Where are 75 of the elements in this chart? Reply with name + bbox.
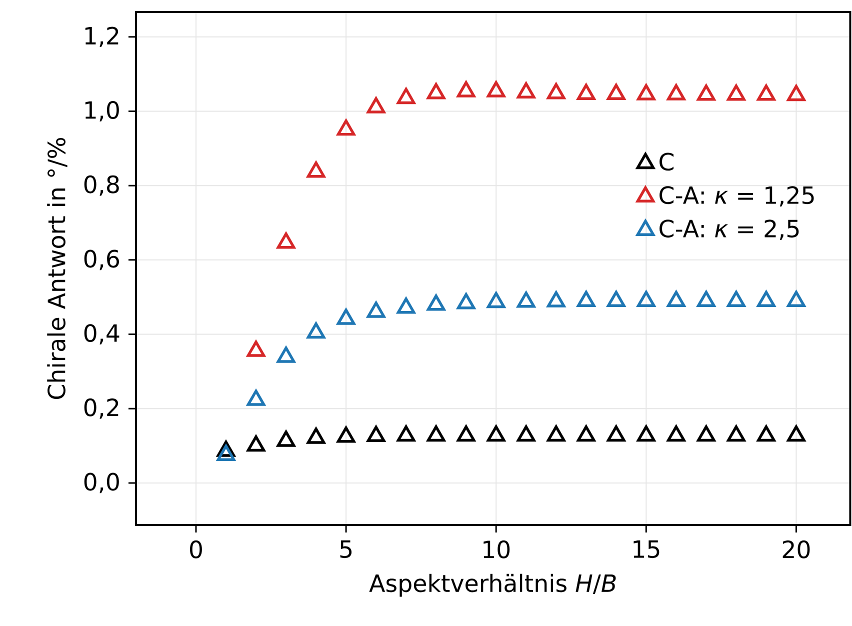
point [727, 290, 746, 308]
point [637, 84, 656, 100]
point [606, 290, 626, 308]
point [396, 298, 416, 314]
point [426, 294, 446, 311]
point [516, 425, 536, 442]
point [396, 425, 416, 442]
point [697, 84, 716, 101]
point [396, 88, 416, 104]
point [787, 84, 806, 102]
legend-label: C-A: κ = 2,5 [660, 220, 799, 240]
x-tick-label: 20 [782, 540, 810, 558]
point [366, 97, 386, 114]
point [456, 293, 476, 310]
y-tick-label: 1,0 [85, 101, 119, 122]
point [757, 84, 776, 101]
point [456, 81, 476, 98]
y-tick-label: 0,4 [84, 324, 120, 344]
y-tick-label: 1,2 [85, 26, 118, 48]
point [757, 290, 776, 308]
point [667, 290, 686, 308]
point [576, 425, 596, 442]
x-tick-label: 5 [340, 540, 352, 558]
point [546, 291, 566, 308]
legend-label: C [660, 152, 674, 171]
point [486, 81, 506, 98]
x-tick-label: 15 [634, 540, 660, 558]
point [667, 84, 686, 100]
point [336, 426, 356, 443]
point [516, 292, 536, 308]
point [426, 83, 446, 100]
y-tick-label: 0,2 [84, 398, 118, 419]
point [637, 425, 656, 442]
point [486, 292, 506, 308]
point [787, 290, 806, 308]
point [426, 425, 446, 442]
point [516, 82, 536, 99]
y-axis-title: Chirale Antwort in °/% [47, 138, 68, 399]
point [246, 435, 266, 452]
point [276, 430, 296, 447]
point [366, 426, 386, 442]
point [576, 84, 596, 100]
y-tick-label: 0,8 [84, 175, 119, 196]
point [336, 119, 356, 136]
point [246, 390, 266, 406]
point [606, 425, 626, 442]
point [306, 322, 326, 339]
x-tick-label: 0 [190, 540, 202, 558]
point [306, 428, 326, 444]
y-tick-label: 0,6 [84, 250, 119, 270]
point [697, 290, 716, 308]
point [546, 83, 566, 100]
point [727, 84, 746, 101]
point [366, 302, 386, 318]
x-tick-label: 10 [484, 540, 510, 558]
point [546, 425, 566, 442]
point [456, 425, 476, 442]
point [306, 161, 326, 178]
point [727, 425, 746, 442]
point [697, 425, 716, 442]
point [276, 232, 296, 249]
point [276, 346, 296, 363]
point [336, 308, 356, 325]
x-axis-title: Aspektverhältnis H/B [369, 574, 616, 597]
point [637, 290, 656, 308]
point [757, 425, 776, 442]
legend-label: C-A: κ = 1,25 [660, 186, 814, 207]
point [486, 425, 506, 442]
point [246, 340, 266, 357]
y-tick-label: 0,0 [84, 472, 119, 494]
point [787, 425, 806, 442]
point [667, 425, 686, 442]
point [606, 84, 626, 100]
point [576, 290, 596, 308]
point [216, 444, 236, 461]
